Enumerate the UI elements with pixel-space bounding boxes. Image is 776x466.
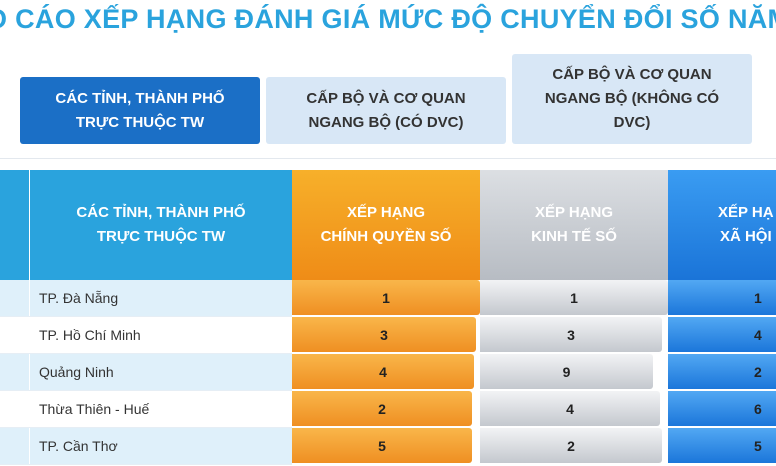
row-stub (0, 354, 29, 390)
row-name: Quảng Ninh (30, 354, 292, 390)
table-header-digital-society[interactable]: XẾP HẠ XÃ HỘI (668, 170, 776, 280)
digital-economy-rank-bar: 2 (480, 428, 662, 463)
tab-ministries-without-dvc[interactable]: CẤP BỘ VÀ CƠ QUAN NGANG BỘ (KHÔNG CÓ DVC… (512, 54, 752, 144)
table-row: TP. Hồ Chí Minh 3 3 4 (0, 317, 776, 354)
digital-government-rank-bar: 1 (292, 280, 480, 315)
digital-government-rank-bar: 4 (292, 354, 474, 389)
tab-ministries-with-dvc[interactable]: CẤP BỘ VÀ CƠ QUAN NGANG BỘ (CÓ DVC) (266, 77, 506, 144)
row-divider (0, 390, 292, 391)
table-row: Quảng Ninh 4 9 2 (0, 354, 776, 391)
row-name: TP. Hồ Chí Minh (30, 317, 292, 353)
digital-society-rank-bar: 5 (668, 428, 776, 463)
table-row: TP. Cần Thơ 5 2 5 (0, 428, 776, 465)
digital-society-rank-bar: 2 (668, 354, 776, 389)
digital-economy-rank-bar: 1 (480, 280, 668, 315)
tab-provinces[interactable]: CÁC TỈNH, THÀNH PHỐ TRỰC THUỘC TW (20, 77, 260, 144)
table-header-index (0, 170, 29, 280)
table-header-digital-government[interactable]: XẾP HẠNG CHÍNH QUYỀN SỐ (292, 170, 480, 280)
row-divider (0, 427, 292, 428)
table-row: TP. Đà Nẵng 1 1 1 (0, 280, 776, 317)
digital-society-rank-bar: 6 (668, 391, 776, 426)
table-header-digital-economy[interactable]: XẾP HẠNG KINH TẾ SỐ (480, 170, 668, 280)
digital-economy-rank-bar: 4 (480, 391, 660, 426)
row-stub (0, 391, 29, 427)
digital-economy-rank-bar: 3 (480, 317, 662, 352)
row-divider (0, 464, 292, 465)
digital-society-rank-bar: 4 (668, 317, 776, 352)
row-name: TP. Cần Thơ (30, 428, 292, 464)
row-name: Thừa Thiên - Huế (30, 391, 292, 427)
digital-economy-rank-bar: 9 (480, 354, 653, 389)
row-divider (0, 316, 292, 317)
digital-society-rank-bar: 1 (668, 280, 776, 315)
row-stub (0, 428, 29, 464)
digital-government-rank-bar: 2 (292, 391, 472, 426)
row-stub (0, 317, 29, 353)
row-name: TP. Đà Nẵng (30, 280, 292, 316)
digital-government-rank-bar: 5 (292, 428, 472, 463)
row-stub (0, 280, 29, 316)
digital-government-rank-bar: 3 (292, 317, 476, 352)
table-row: Thừa Thiên - Huế 2 4 6 (0, 391, 776, 428)
page-title: O CÁO XẾP HẠNG ĐÁNH GIÁ MỨC ĐỘ CHUYỂN ĐỔ… (0, 4, 776, 34)
table-header-name: CÁC TỈNH, THÀNH PHỐ TRỰC THUỘC TW (30, 170, 292, 280)
divider (0, 158, 776, 159)
row-divider (0, 353, 292, 354)
